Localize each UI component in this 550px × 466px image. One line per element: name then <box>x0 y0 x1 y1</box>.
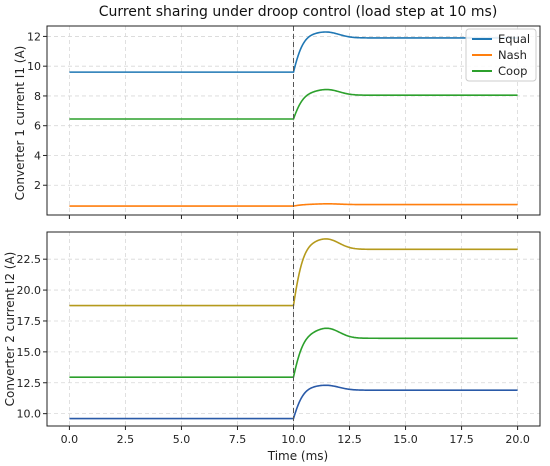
x-tick-label: 10.0 <box>281 433 306 446</box>
bottom-panel: 10.0 12.5 15.0 17.5 20.0 22.5 0.0 2.5 5.0 7.5 10.0… <box>17 231 541 446</box>
y-tick-label: 10 <box>27 60 41 73</box>
x-tick-label: 7.5 <box>229 433 247 446</box>
y-tick-label: 4 <box>34 149 41 162</box>
y-tick-label: 8 <box>34 90 41 103</box>
series-line-equal <box>69 31 518 73</box>
top-panel: 2 4 6 8 10 12 Equal Nash Coop <box>27 25 541 219</box>
legend-label-coop: Coop <box>498 64 527 78</box>
x-tick-label: 12.5 <box>337 433 362 446</box>
x-tick-label: 5.0 <box>173 433 191 446</box>
y-tick-label: 6 <box>34 120 41 133</box>
x-tick-label: 17.5 <box>449 433 474 446</box>
y-tick-label: 20.0 <box>17 284 42 297</box>
y-tick-label: 17.5 <box>17 315 42 328</box>
y-axis-label-top: Converter 1 current I1 (A) <box>13 46 27 201</box>
legend-box <box>465 28 537 82</box>
y-axis-label-bottom: Converter 2 current I2 (A) <box>3 252 17 407</box>
y-tick-label: 12.5 <box>17 377 42 390</box>
y-tick-label: 10.0 <box>17 408 42 421</box>
y-tick-label: 12 <box>27 30 41 43</box>
x-tick-label: 0.0 <box>61 433 79 446</box>
y-tick-label: 15.0 <box>17 346 42 359</box>
x-axis-label: Time (ms) <box>267 449 329 463</box>
x-tick-label: 2.5 <box>117 433 135 446</box>
y-tick-label: 2 <box>34 179 41 192</box>
legend-label-nash: Nash <box>498 48 527 62</box>
x-tick-label: 15.0 <box>393 433 418 446</box>
legend-label-equal: Equal <box>498 32 530 46</box>
y-tick-label: 22.5 <box>17 253 42 266</box>
chart-title: Current sharing under droop control (loa… <box>99 4 498 20</box>
x-tick-label: 20.0 <box>505 433 530 446</box>
